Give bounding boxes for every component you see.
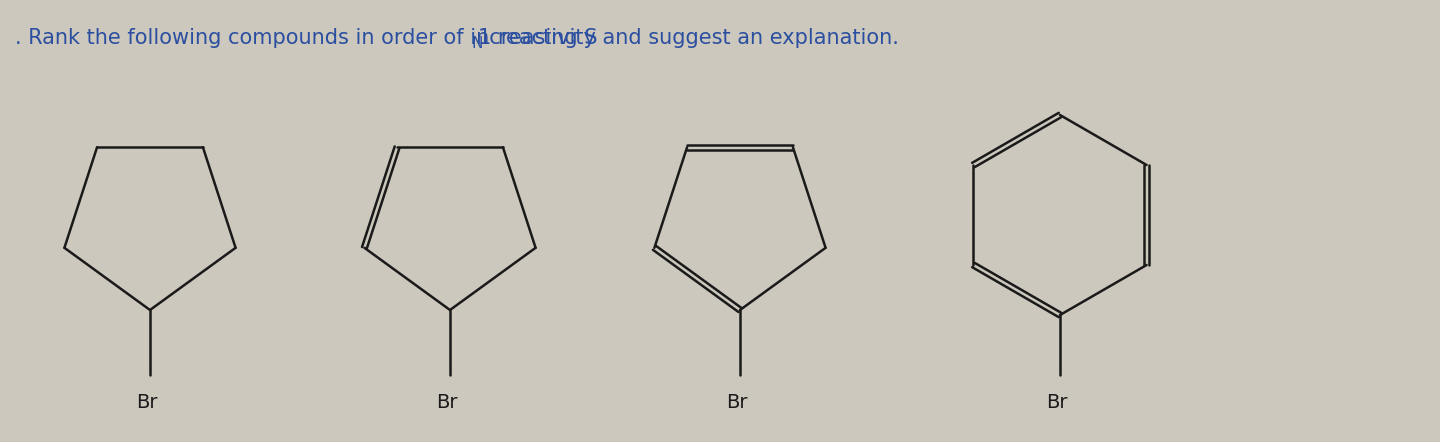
Text: Br: Br [135,393,157,412]
Text: 1 reactivity and suggest an explanation.: 1 reactivity and suggest an explanation. [478,28,899,48]
Text: N: N [471,36,482,51]
Text: Br: Br [1045,393,1067,412]
Text: . Rank the following compounds in order of increasing S: . Rank the following compounds in order … [14,28,598,48]
Text: Br: Br [436,393,458,412]
Text: Br: Br [726,393,747,412]
